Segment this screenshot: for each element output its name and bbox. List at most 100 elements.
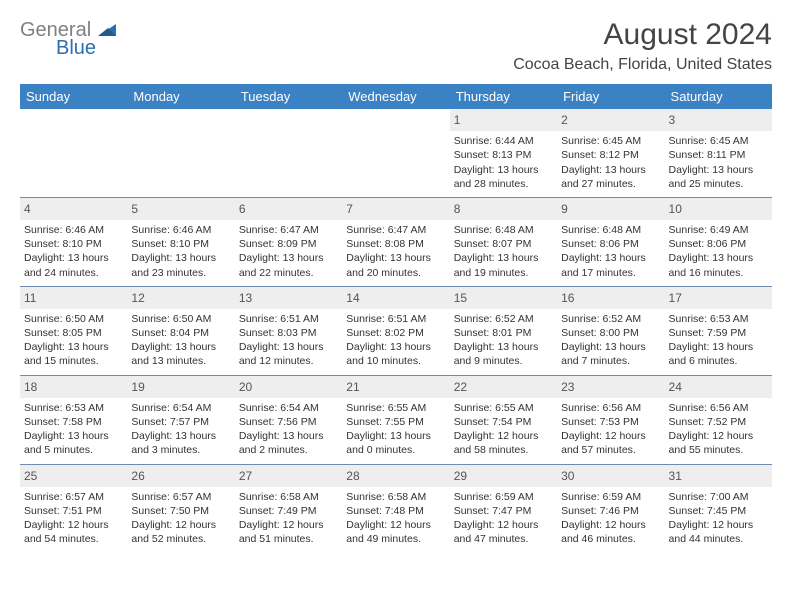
sunset-text: Sunset: 8:11 PM: [669, 148, 768, 162]
sunset-text: Sunset: 7:48 PM: [346, 504, 445, 518]
calendar-cell: [235, 109, 342, 197]
day-number: 9: [557, 198, 664, 220]
sunrise-text: Sunrise: 6:49 AM: [669, 223, 768, 237]
daylight-text: and 47 minutes.: [454, 532, 553, 546]
day-number: 7: [342, 198, 449, 220]
daylight-text: and 20 minutes.: [346, 266, 445, 280]
daylight-text: Daylight: 13 hours: [24, 340, 123, 354]
sunrise-text: Sunrise: 6:47 AM: [346, 223, 445, 237]
page-title: August 2024: [513, 18, 772, 52]
calendar-cell: 3Sunrise: 6:45 AMSunset: 8:11 PMDaylight…: [665, 109, 772, 197]
day-number: 23: [557, 376, 664, 398]
day-number-empty: [342, 109, 449, 131]
daylight-text: Daylight: 13 hours: [669, 340, 768, 354]
daylight-text: Daylight: 12 hours: [454, 429, 553, 443]
day-header-row: Sunday Monday Tuesday Wednesday Thursday…: [20, 84, 772, 109]
day-number: 14: [342, 287, 449, 309]
sunrise-text: Sunrise: 6:54 AM: [131, 401, 230, 415]
sunrise-text: Sunrise: 6:58 AM: [239, 490, 338, 504]
daylight-text: Daylight: 12 hours: [239, 518, 338, 532]
calendar-cell: 2Sunrise: 6:45 AMSunset: 8:12 PMDaylight…: [557, 109, 664, 197]
daylight-text: Daylight: 13 hours: [454, 163, 553, 177]
sunset-text: Sunset: 7:47 PM: [454, 504, 553, 518]
day-number: 31: [665, 465, 772, 487]
day-header: Friday: [557, 84, 664, 109]
sunrise-text: Sunrise: 7:00 AM: [669, 490, 768, 504]
sunrise-text: Sunrise: 6:55 AM: [454, 401, 553, 415]
sunrise-text: Sunrise: 6:59 AM: [454, 490, 553, 504]
day-header: Saturday: [665, 84, 772, 109]
day-number: 8: [450, 198, 557, 220]
sunrise-text: Sunrise: 6:54 AM: [239, 401, 338, 415]
day-number: 24: [665, 376, 772, 398]
calendar-week-row: 18Sunrise: 6:53 AMSunset: 7:58 PMDayligh…: [20, 375, 772, 464]
sunset-text: Sunset: 8:00 PM: [561, 326, 660, 340]
day-number: 22: [450, 376, 557, 398]
daylight-text: Daylight: 12 hours: [131, 518, 230, 532]
day-number: 6: [235, 198, 342, 220]
sunrise-text: Sunrise: 6:46 AM: [131, 223, 230, 237]
daylight-text: and 46 minutes.: [561, 532, 660, 546]
calendar-cell: 20Sunrise: 6:54 AMSunset: 7:56 PMDayligh…: [235, 375, 342, 464]
calendar-week-row: 4Sunrise: 6:46 AMSunset: 8:10 PMDaylight…: [20, 197, 772, 286]
calendar-cell: 18Sunrise: 6:53 AMSunset: 7:58 PMDayligh…: [20, 375, 127, 464]
sunrise-text: Sunrise: 6:57 AM: [131, 490, 230, 504]
sunset-text: Sunset: 8:02 PM: [346, 326, 445, 340]
sunset-text: Sunset: 8:03 PM: [239, 326, 338, 340]
calendar-cell: 4Sunrise: 6:46 AMSunset: 8:10 PMDaylight…: [20, 197, 127, 286]
day-number-empty: [20, 109, 127, 131]
sunset-text: Sunset: 7:52 PM: [669, 415, 768, 429]
daylight-text: Daylight: 13 hours: [561, 251, 660, 265]
calendar-table: Sunday Monday Tuesday Wednesday Thursday…: [20, 84, 772, 552]
sunrise-text: Sunrise: 6:50 AM: [24, 312, 123, 326]
logo: General Blue: [20, 18, 130, 60]
daylight-text: Daylight: 13 hours: [131, 251, 230, 265]
sunrise-text: Sunrise: 6:53 AM: [669, 312, 768, 326]
daylight-text: Daylight: 12 hours: [454, 518, 553, 532]
sunrise-text: Sunrise: 6:56 AM: [561, 401, 660, 415]
sunrise-text: Sunrise: 6:57 AM: [24, 490, 123, 504]
daylight-text: Daylight: 12 hours: [561, 518, 660, 532]
sunrise-text: Sunrise: 6:56 AM: [669, 401, 768, 415]
sunset-text: Sunset: 7:45 PM: [669, 504, 768, 518]
daylight-text: Daylight: 12 hours: [669, 429, 768, 443]
sunset-text: Sunset: 7:53 PM: [561, 415, 660, 429]
logo-text-bottom: Blue: [56, 37, 96, 59]
sunrise-text: Sunrise: 6:44 AM: [454, 134, 553, 148]
sunset-text: Sunset: 7:50 PM: [131, 504, 230, 518]
daylight-text: and 9 minutes.: [454, 354, 553, 368]
daylight-text: and 12 minutes.: [239, 354, 338, 368]
sunrise-text: Sunrise: 6:48 AM: [454, 223, 553, 237]
daylight-text: and 52 minutes.: [131, 532, 230, 546]
calendar-cell: 5Sunrise: 6:46 AMSunset: 8:10 PMDaylight…: [127, 197, 234, 286]
daylight-text: and 13 minutes.: [131, 354, 230, 368]
calendar-cell: 31 Sunrise: 7:00 AMSunset: 7:45 PMDayligh…: [665, 464, 772, 552]
sunrise-text: Sunrise: 6:51 AM: [239, 312, 338, 326]
daylight-text: Daylight: 13 hours: [454, 251, 553, 265]
calendar-cell: 7Sunrise: 6:47 AMSunset: 8:08 PMDaylight…: [342, 197, 449, 286]
sunrise-text: Sunrise: 6:46 AM: [24, 223, 123, 237]
calendar-cell: [20, 109, 127, 197]
day-number: 26: [127, 465, 234, 487]
day-number: 30: [557, 465, 664, 487]
daylight-text: and 49 minutes.: [346, 532, 445, 546]
daylight-text: Daylight: 12 hours: [669, 518, 768, 532]
day-number: 4: [20, 198, 127, 220]
daylight-text: and 58 minutes.: [454, 443, 553, 457]
daylight-text: Daylight: 13 hours: [131, 429, 230, 443]
calendar-cell: [127, 109, 234, 197]
day-number: 15: [450, 287, 557, 309]
sunset-text: Sunset: 8:06 PM: [561, 237, 660, 251]
daylight-text: and 2 minutes.: [239, 443, 338, 457]
daylight-text: Daylight: 13 hours: [346, 429, 445, 443]
daylight-text: Daylight: 13 hours: [561, 163, 660, 177]
sunset-text: Sunset: 8:13 PM: [454, 148, 553, 162]
day-header: Sunday: [20, 84, 127, 109]
daylight-text: Daylight: 12 hours: [561, 429, 660, 443]
header-row: General Blue August 2024 Cocoa Beach, Fl…: [20, 18, 772, 74]
daylight-text: Daylight: 13 hours: [24, 251, 123, 265]
calendar-cell: 29Sunrise: 6:59 AMSunset: 7:47 PMDayligh…: [450, 464, 557, 552]
calendar-cell: 30Sunrise: 6:59 AMSunset: 7:46 PMDayligh…: [557, 464, 664, 552]
sunrise-text: Sunrise: 6:52 AM: [454, 312, 553, 326]
calendar-page: General Blue August 2024 Cocoa Beach, Fl…: [0, 0, 792, 612]
